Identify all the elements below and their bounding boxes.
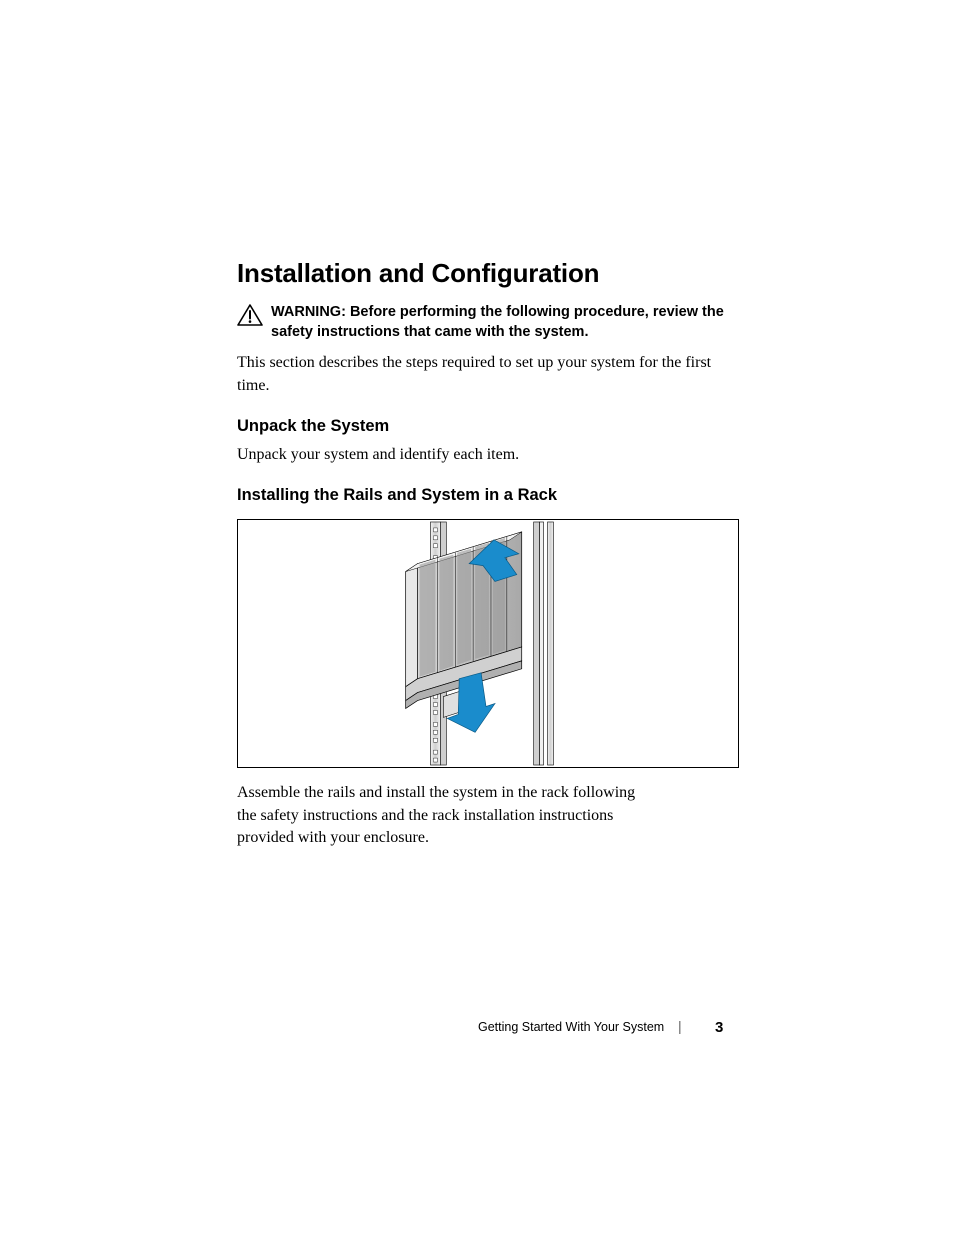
footer-page-number: 3 xyxy=(715,1019,723,1036)
section-unpack-heading: Unpack the System xyxy=(237,417,747,436)
warning-text: WARNING: Before performing the following… xyxy=(271,303,747,342)
warning-block: WARNING: Before performing the following… xyxy=(237,303,747,342)
section-unpack-body: Unpack your system and identify each ite… xyxy=(237,444,747,466)
rack-illustration xyxy=(238,520,738,767)
right-rail xyxy=(534,522,554,765)
intro-text: This section describes the steps require… xyxy=(237,352,747,397)
footer-label: Getting Started With Your System xyxy=(478,1020,664,1034)
rack-figure xyxy=(237,519,739,768)
content-block: Installation and Configuration WARNING: … xyxy=(237,258,747,849)
section-rack-body: Assemble the rails and install the syste… xyxy=(237,782,657,849)
document-page: Installation and Configuration WARNING: … xyxy=(0,0,954,1235)
main-heading: Installation and Configuration xyxy=(237,258,747,289)
warning-icon xyxy=(237,304,263,331)
warning-label: WARNING: xyxy=(271,304,346,320)
page-footer: Getting Started With Your System | 3 xyxy=(0,1020,954,1050)
footer-separator: | xyxy=(678,1018,682,1034)
section-rack-heading: Installing the Rails and System in a Rac… xyxy=(237,486,747,505)
